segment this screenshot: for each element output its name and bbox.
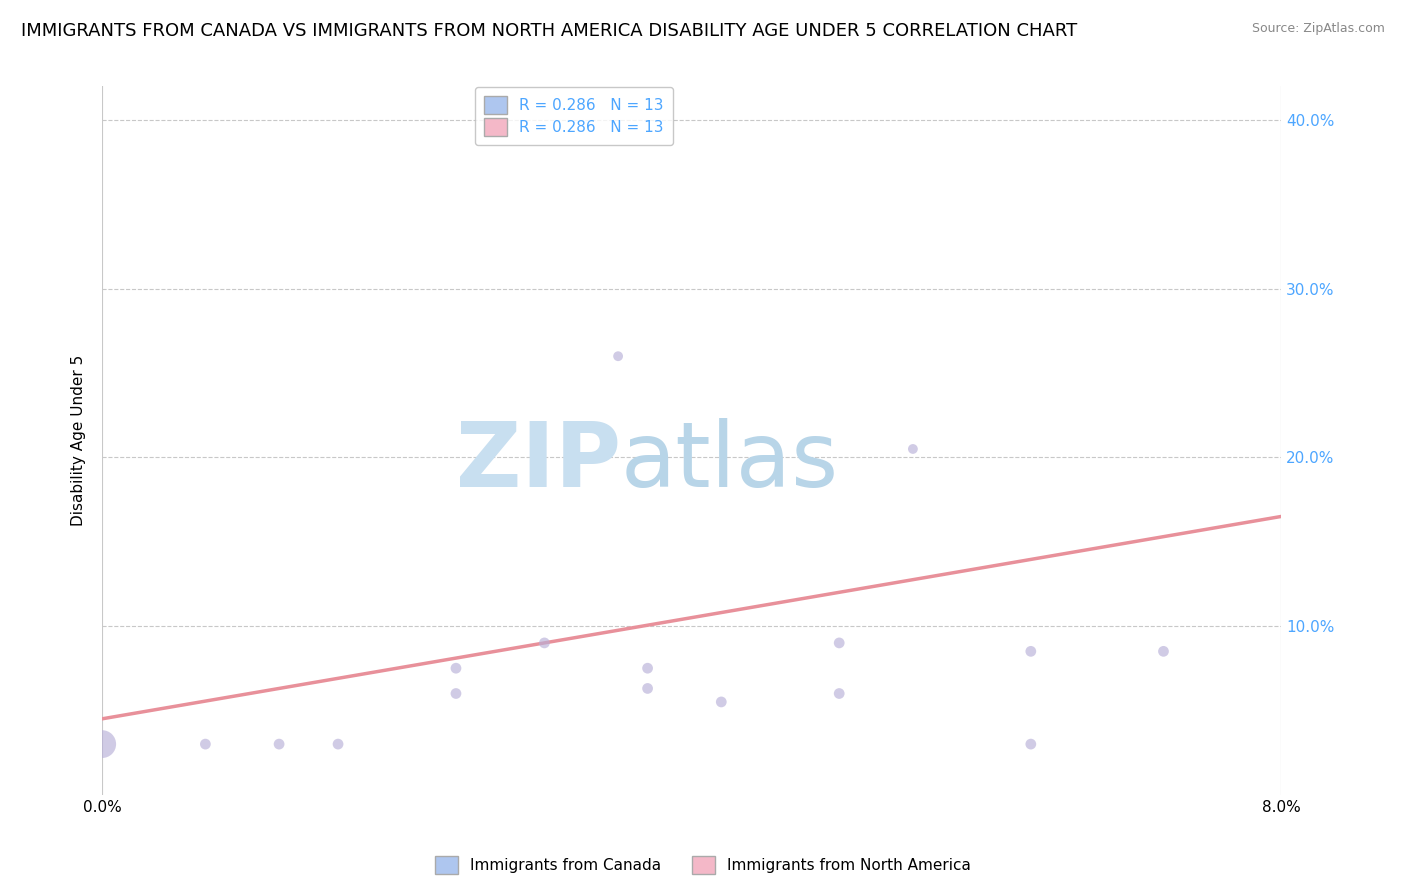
Text: Source: ZipAtlas.com: Source: ZipAtlas.com <box>1251 22 1385 36</box>
Point <box>607 349 630 363</box>
Point <box>1019 737 1042 751</box>
Point <box>710 695 733 709</box>
Text: ZIP: ZIP <box>456 417 621 506</box>
Point <box>533 636 555 650</box>
Point <box>267 737 290 751</box>
Text: atlas: atlas <box>621 417 839 506</box>
Point <box>828 636 851 650</box>
Text: IMMIGRANTS FROM CANADA VS IMMIGRANTS FROM NORTH AMERICA DISABILITY AGE UNDER 5 C: IMMIGRANTS FROM CANADA VS IMMIGRANTS FRO… <box>21 22 1077 40</box>
Point <box>326 737 349 751</box>
Point <box>444 686 467 700</box>
Point <box>828 686 851 700</box>
Y-axis label: Disability Age Under 5: Disability Age Under 5 <box>72 355 86 526</box>
Point <box>637 681 659 696</box>
Point <box>91 737 114 751</box>
Legend: R = 0.286   N = 13, R = 0.286   N = 13: R = 0.286 N = 13, R = 0.286 N = 13 <box>475 87 673 145</box>
Point <box>194 737 217 751</box>
Point <box>444 661 467 675</box>
Point <box>1019 644 1042 658</box>
Point <box>637 661 659 675</box>
Point <box>901 442 924 456</box>
Legend: Immigrants from Canada, Immigrants from North America: Immigrants from Canada, Immigrants from … <box>429 850 977 880</box>
Point <box>1153 644 1175 658</box>
